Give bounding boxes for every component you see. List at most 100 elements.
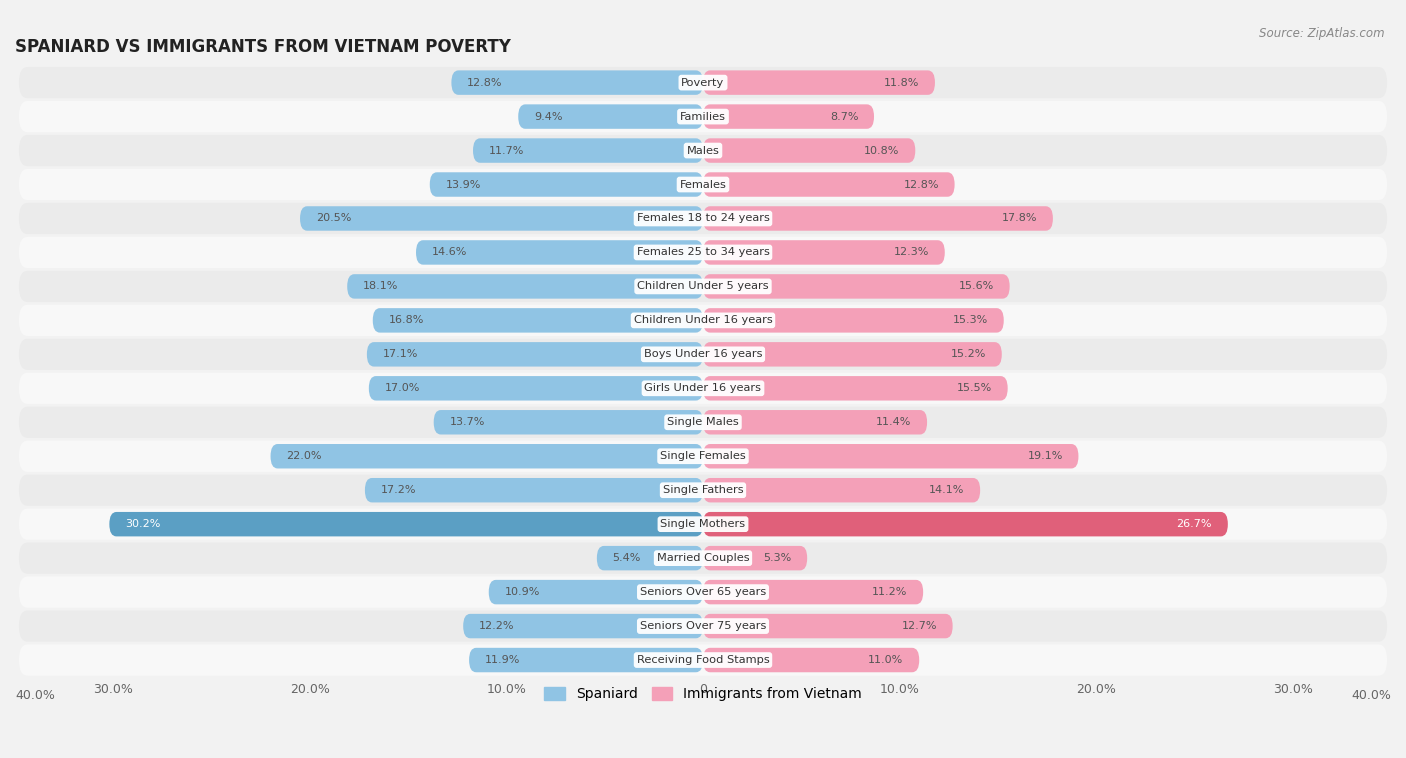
- Text: 12.2%: 12.2%: [479, 621, 515, 631]
- FancyBboxPatch shape: [703, 444, 1078, 468]
- Text: Families: Families: [681, 111, 725, 121]
- FancyBboxPatch shape: [703, 648, 920, 672]
- FancyBboxPatch shape: [703, 546, 807, 570]
- FancyBboxPatch shape: [18, 203, 1388, 234]
- Text: 17.0%: 17.0%: [385, 384, 420, 393]
- FancyBboxPatch shape: [18, 339, 1388, 370]
- FancyBboxPatch shape: [703, 240, 945, 265]
- Text: 12.8%: 12.8%: [904, 180, 939, 190]
- Text: Boys Under 16 years: Boys Under 16 years: [644, 349, 762, 359]
- FancyBboxPatch shape: [703, 138, 915, 163]
- Text: Females: Females: [679, 180, 727, 190]
- FancyBboxPatch shape: [373, 309, 703, 333]
- Text: Single Mothers: Single Mothers: [661, 519, 745, 529]
- FancyBboxPatch shape: [430, 172, 703, 197]
- FancyBboxPatch shape: [18, 644, 1388, 675]
- FancyBboxPatch shape: [703, 70, 935, 95]
- FancyBboxPatch shape: [18, 305, 1388, 336]
- FancyBboxPatch shape: [598, 546, 703, 570]
- FancyBboxPatch shape: [367, 342, 703, 367]
- FancyBboxPatch shape: [703, 478, 980, 503]
- FancyBboxPatch shape: [18, 577, 1388, 608]
- FancyBboxPatch shape: [463, 614, 703, 638]
- FancyBboxPatch shape: [366, 478, 703, 503]
- FancyBboxPatch shape: [519, 105, 703, 129]
- Text: 10.8%: 10.8%: [865, 146, 900, 155]
- Text: 40.0%: 40.0%: [15, 689, 55, 702]
- Text: Single Females: Single Females: [661, 451, 745, 461]
- Text: 11.0%: 11.0%: [869, 655, 904, 665]
- Text: 12.3%: 12.3%: [894, 247, 929, 258]
- Text: 11.8%: 11.8%: [884, 77, 920, 88]
- FancyBboxPatch shape: [110, 512, 703, 537]
- FancyBboxPatch shape: [416, 240, 703, 265]
- FancyBboxPatch shape: [703, 614, 953, 638]
- FancyBboxPatch shape: [18, 610, 1388, 642]
- FancyBboxPatch shape: [299, 206, 703, 230]
- Text: 13.9%: 13.9%: [446, 180, 481, 190]
- FancyBboxPatch shape: [489, 580, 703, 604]
- Text: 17.8%: 17.8%: [1001, 214, 1038, 224]
- Text: 10.9%: 10.9%: [505, 587, 540, 597]
- Text: Seniors Over 75 years: Seniors Over 75 years: [640, 621, 766, 631]
- FancyBboxPatch shape: [18, 440, 1388, 472]
- Text: Females 18 to 24 years: Females 18 to 24 years: [637, 214, 769, 224]
- Text: Males: Males: [686, 146, 720, 155]
- Text: Single Males: Single Males: [666, 417, 740, 428]
- Text: 14.6%: 14.6%: [432, 247, 467, 258]
- FancyBboxPatch shape: [703, 206, 1053, 230]
- Text: 5.4%: 5.4%: [613, 553, 641, 563]
- Text: 26.7%: 26.7%: [1177, 519, 1212, 529]
- Text: SPANIARD VS IMMIGRANTS FROM VIETNAM POVERTY: SPANIARD VS IMMIGRANTS FROM VIETNAM POVE…: [15, 38, 510, 56]
- FancyBboxPatch shape: [470, 648, 703, 672]
- FancyBboxPatch shape: [703, 172, 955, 197]
- FancyBboxPatch shape: [18, 475, 1388, 506]
- Text: 15.3%: 15.3%: [953, 315, 988, 325]
- FancyBboxPatch shape: [703, 309, 1004, 333]
- FancyBboxPatch shape: [451, 70, 703, 95]
- FancyBboxPatch shape: [703, 580, 924, 604]
- FancyBboxPatch shape: [18, 169, 1388, 200]
- FancyBboxPatch shape: [18, 373, 1388, 404]
- FancyBboxPatch shape: [18, 406, 1388, 438]
- Text: 18.1%: 18.1%: [363, 281, 398, 291]
- Text: 11.2%: 11.2%: [872, 587, 907, 597]
- Text: 15.6%: 15.6%: [959, 281, 994, 291]
- Text: 15.2%: 15.2%: [950, 349, 986, 359]
- FancyBboxPatch shape: [703, 274, 1010, 299]
- Text: Females 25 to 34 years: Females 25 to 34 years: [637, 247, 769, 258]
- Text: 15.5%: 15.5%: [956, 384, 993, 393]
- Text: Married Couples: Married Couples: [657, 553, 749, 563]
- Text: Seniors Over 65 years: Seniors Over 65 years: [640, 587, 766, 597]
- Text: 22.0%: 22.0%: [287, 451, 322, 461]
- FancyBboxPatch shape: [18, 135, 1388, 166]
- Text: 16.8%: 16.8%: [388, 315, 423, 325]
- Text: Children Under 16 years: Children Under 16 years: [634, 315, 772, 325]
- FancyBboxPatch shape: [18, 271, 1388, 302]
- FancyBboxPatch shape: [270, 444, 703, 468]
- Text: Source: ZipAtlas.com: Source: ZipAtlas.com: [1260, 27, 1385, 39]
- Text: 40.0%: 40.0%: [1351, 689, 1391, 702]
- FancyBboxPatch shape: [347, 274, 703, 299]
- Text: 20.5%: 20.5%: [316, 214, 352, 224]
- Text: Children Under 5 years: Children Under 5 years: [637, 281, 769, 291]
- Text: Poverty: Poverty: [682, 77, 724, 88]
- Text: 14.1%: 14.1%: [929, 485, 965, 495]
- FancyBboxPatch shape: [18, 67, 1388, 99]
- Text: 9.4%: 9.4%: [534, 111, 562, 121]
- Text: 11.9%: 11.9%: [485, 655, 520, 665]
- FancyBboxPatch shape: [368, 376, 703, 400]
- Text: 17.2%: 17.2%: [381, 485, 416, 495]
- FancyBboxPatch shape: [18, 101, 1388, 132]
- FancyBboxPatch shape: [703, 105, 875, 129]
- Text: 12.8%: 12.8%: [467, 77, 502, 88]
- FancyBboxPatch shape: [703, 410, 927, 434]
- Text: 13.7%: 13.7%: [450, 417, 485, 428]
- Legend: Spaniard, Immigrants from Vietnam: Spaniard, Immigrants from Vietnam: [538, 681, 868, 706]
- FancyBboxPatch shape: [18, 509, 1388, 540]
- Text: 17.1%: 17.1%: [382, 349, 418, 359]
- Text: Single Fathers: Single Fathers: [662, 485, 744, 495]
- FancyBboxPatch shape: [703, 342, 1002, 367]
- Text: 12.7%: 12.7%: [901, 621, 936, 631]
- Text: 19.1%: 19.1%: [1028, 451, 1063, 461]
